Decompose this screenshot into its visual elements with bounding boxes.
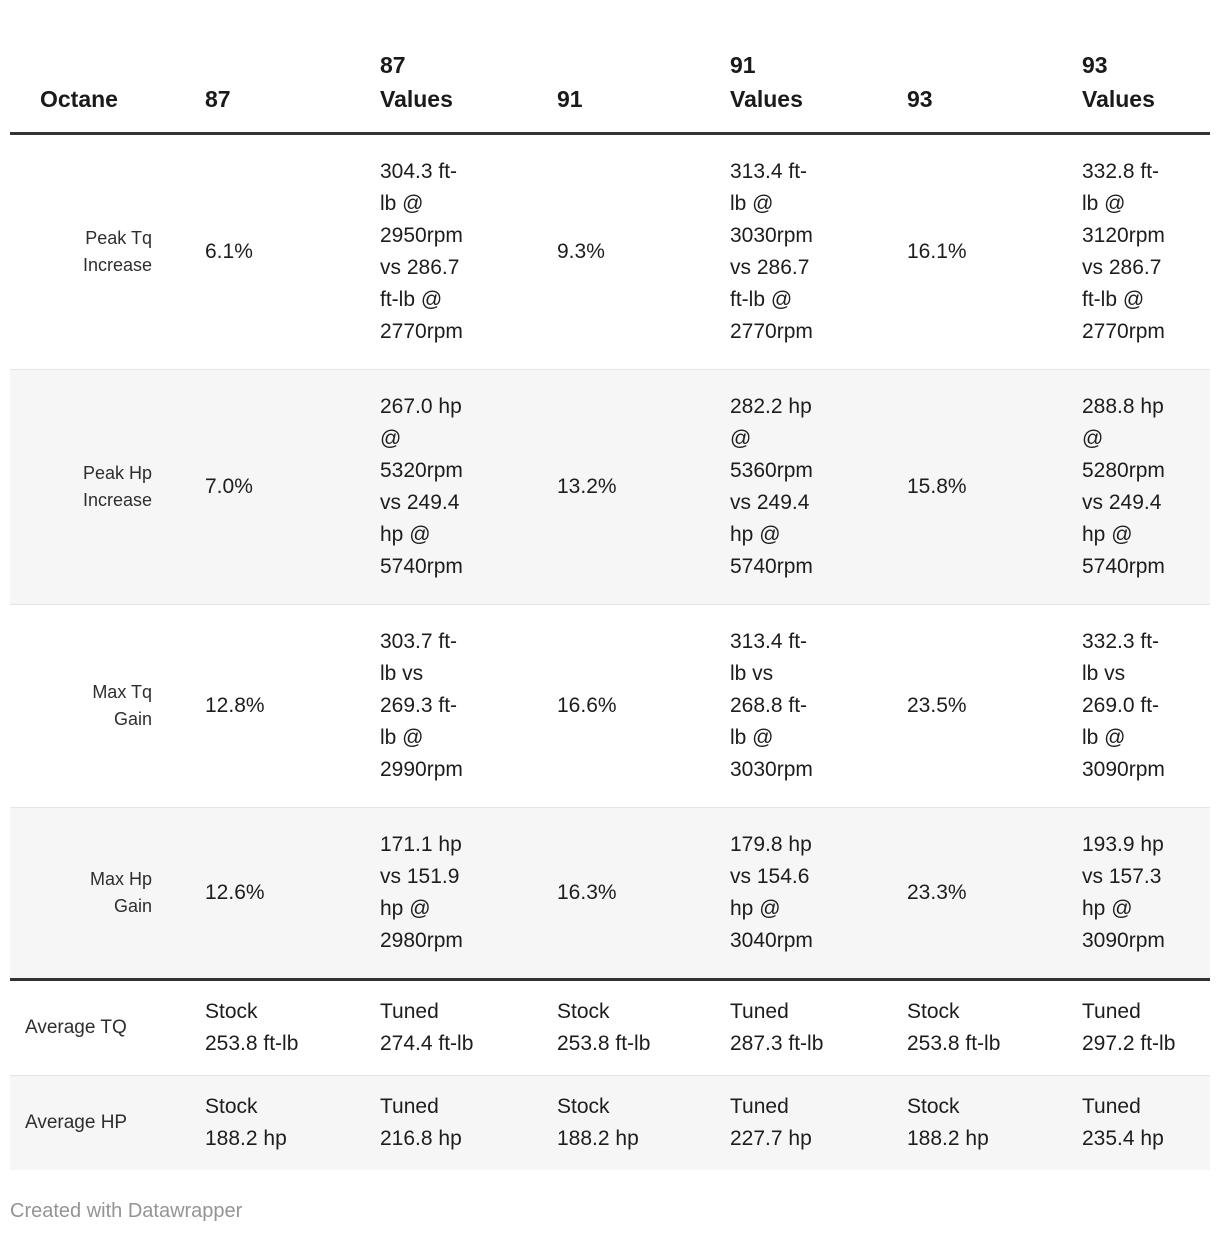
table-cell: 179.8 hp vs 154.6 hp @ 3040rpm [730, 832, 813, 952]
table-cell: Stock 188.2 hp [205, 1094, 287, 1150]
table-row-max-hp-gain: Max Hp Gain 12.6% 171.1 hp vs 151.9 hp @… [10, 807, 1210, 979]
header-row: Octane 87 87 Values 91 91 Values 93 93 V… [10, 0, 1210, 135]
table-cell: 171.1 hp vs 151.9 hp @ 2980rpm [380, 832, 463, 952]
table-row-average-hp: Average HP Stock 188.2 hp Tuned 216.8 hp… [10, 1075, 1210, 1170]
table-cell: Stock 253.8 ft-lb [557, 999, 651, 1055]
table-cell: 304.3 ft- lb @ 2950rpm vs 286.7 ft-lb @ … [380, 159, 463, 343]
header-cell-93-values: 93 Values [1072, 0, 1210, 135]
table-cell: 23.3% [907, 880, 967, 904]
table-cell: 332.8 ft- lb @ 3120rpm vs 286.7 ft-lb @ … [1082, 159, 1165, 343]
table-cell: Tuned 227.7 hp [730, 1094, 812, 1150]
table-cell: 23.5% [907, 693, 967, 717]
table-cell: Tuned 297.2 ft-lb [1082, 999, 1176, 1055]
table-row-peak-tq-increase: Peak Tq Increase 6.1% 304.3 ft- lb @ 295… [10, 133, 1210, 369]
table-cell: 7.0% [205, 474, 253, 498]
table-cell: 267.0 hp @ 5320rpm vs 249.4 hp @ 5740rpm [380, 394, 463, 578]
table-cell: 9.3% [557, 239, 605, 263]
table-cell: 313.4 ft- lb @ 3030rpm vs 286.7 ft-lb @ … [730, 159, 813, 343]
row-label: Peak Tq Increase [82, 227, 152, 275]
header-cell-87: 87 [195, 0, 370, 135]
table-cell: 6.1% [205, 239, 253, 263]
row-label: Max Hp Gain [89, 868, 152, 916]
table-cell: Tuned 287.3 ft-lb [730, 999, 824, 1055]
table-cell: 193.9 hp vs 157.3 hp @ 3090rpm [1082, 832, 1165, 952]
header-cell-91: 91 [547, 0, 720, 135]
table-cell: Stock 253.8 ft-lb [907, 999, 1001, 1055]
table-cell: 15.8% [907, 474, 967, 498]
table-cell: Tuned 274.4 ft-lb [380, 999, 474, 1055]
table-cell: 313.4 ft- lb vs 268.8 ft- lb @ 3030rpm [730, 629, 813, 781]
table-cell: 16.3% [557, 880, 617, 904]
table-cell: 303.7 ft- lb vs 269.3 ft- lb @ 2990rpm [380, 629, 463, 781]
header-cell-93: 93 [897, 0, 1072, 135]
table-cell: 288.8 hp @ 5280rpm vs 249.4 hp @ 5740rpm [1082, 394, 1165, 578]
table-row-average-tq: Average TQ Stock 253.8 ft-lb Tuned 274.4… [10, 979, 1210, 1075]
table-cell: Stock 188.2 hp [907, 1094, 989, 1150]
table-cell: 282.2 hp @ 5360rpm vs 249.4 hp @ 5740rpm [730, 394, 813, 578]
table-cell: Stock 253.8 ft-lb [205, 999, 299, 1055]
table-cell: 16.6% [557, 693, 617, 717]
table-cell: Tuned 216.8 hp [380, 1094, 462, 1150]
table-row-max-tq-gain: Max Tq Gain 12.8% 303.7 ft- lb vs 269.3 … [10, 604, 1210, 807]
table-cell: 332.3 ft- lb vs 269.0 ft- lb @ 3090rpm [1082, 629, 1165, 781]
table-cell: 16.1% [907, 239, 967, 263]
table-row-peak-hp-increase: Peak Hp Increase 7.0% 267.0 hp @ 5320rpm… [10, 369, 1210, 604]
header-cell-91-values: 91 Values [720, 0, 897, 135]
table-cell: Stock 188.2 hp [557, 1094, 639, 1150]
octane-results-table: Octane 87 87 Values 91 91 Values 93 93 V… [10, 0, 1210, 1170]
row-label: Average TQ [25, 1017, 127, 1038]
table-cell: Tuned 235.4 hp [1082, 1094, 1164, 1150]
header-cell-octane: Octane [10, 0, 195, 135]
table-header: Octane 87 87 Values 91 91 Values 93 93 V… [10, 0, 1210, 135]
table-body: Peak Tq Increase 6.1% 304.3 ft- lb @ 295… [10, 133, 1210, 1170]
header-cell-87-values: 87 Values [370, 0, 547, 135]
row-label: Max Tq Gain [92, 681, 152, 729]
table-cell: 12.8% [205, 693, 265, 717]
table-cell: 12.6% [205, 880, 265, 904]
row-label: Average HP [25, 1112, 128, 1133]
row-label: Peak Hp Increase [82, 462, 152, 510]
table-cell: 13.2% [557, 474, 617, 498]
datawrapper-credit-link[interactable]: Created with Datawrapper [10, 1199, 243, 1222]
